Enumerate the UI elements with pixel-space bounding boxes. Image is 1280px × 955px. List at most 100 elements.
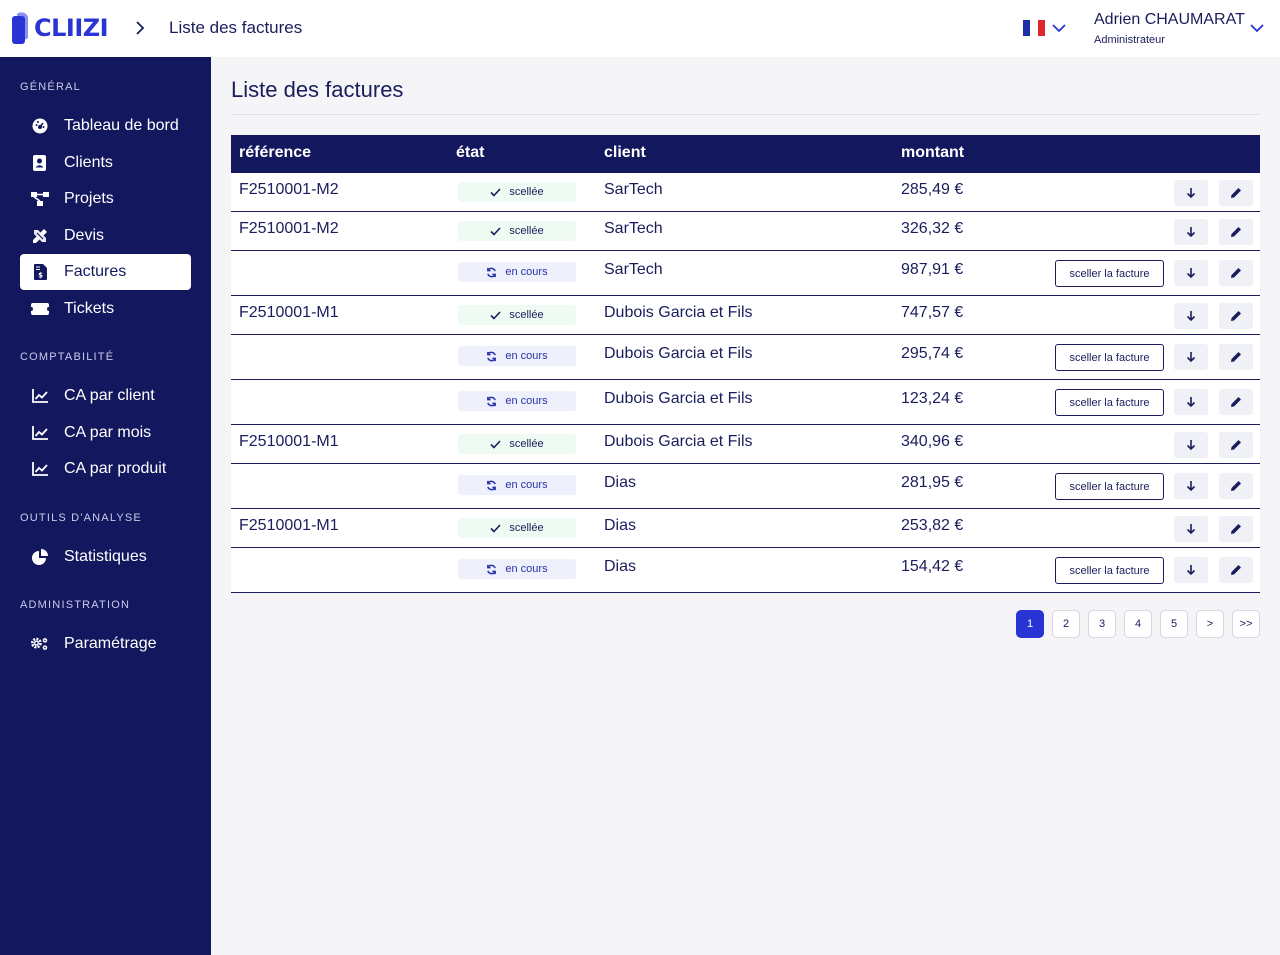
column-header-state[interactable]: état: [456, 144, 485, 161]
top-bar: CLIIZI Liste des factures Adrien CHAUMAR…: [0, 0, 1280, 57]
status-badge: en cours: [458, 346, 576, 366]
sidebar-item-label: CA par produit: [64, 460, 167, 477]
edit-button[interactable]: [1219, 260, 1253, 286]
download-button[interactable]: [1174, 516, 1208, 542]
page-button[interactable]: 3: [1088, 610, 1116, 638]
table-row[interactable]: F2510001-M1 scellée Dubois Garcia et Fils 3…: [231, 425, 1260, 464]
column-header-reference[interactable]: référence: [239, 144, 312, 161]
download-button[interactable]: [1174, 260, 1208, 286]
pencil-icon: [1231, 352, 1241, 362]
sidebar-item-ca-par-client[interactable]: CA par client: [20, 378, 191, 414]
cell-client: Dias: [604, 474, 637, 491]
app-logo[interactable]: CLIIZI: [12, 10, 109, 44]
check-icon: [490, 439, 501, 449]
seal-invoice-button[interactable]: sceller la facture: [1055, 344, 1164, 371]
sidebar-item-statistiques[interactable]: Statistiques: [20, 539, 191, 575]
download-arrow-icon: [1186, 227, 1196, 238]
download-button[interactable]: [1174, 473, 1208, 499]
sidebar-item-label: Tickets: [64, 300, 115, 317]
cell-amount: 253,82 €: [901, 517, 964, 534]
download-button[interactable]: [1174, 432, 1208, 458]
page-button[interactable]: 5: [1160, 610, 1188, 638]
page-button[interactable]: >: [1196, 610, 1224, 638]
status-label: en cours: [505, 266, 548, 278]
sidebar-item-ca-par-produit[interactable]: CA par produit: [20, 451, 191, 487]
edit-button[interactable]: [1219, 180, 1253, 206]
download-button[interactable]: [1174, 303, 1208, 329]
sidebar-item-label: Clients: [64, 154, 113, 171]
edit-button[interactable]: [1219, 473, 1253, 499]
edit-button[interactable]: [1219, 516, 1253, 542]
status-label: scellée: [509, 438, 544, 450]
download-arrow-icon: [1186, 352, 1196, 363]
page-button[interactable]: 2: [1052, 610, 1080, 638]
check-icon: [490, 187, 501, 197]
table-header: référence état client montant: [231, 135, 1260, 173]
project-diagram-icon: [31, 190, 49, 208]
pencil-icon: [1231, 227, 1241, 237]
user-menu-chevron-down-icon[interactable]: [1249, 21, 1265, 35]
column-header-amount[interactable]: montant: [901, 144, 965, 161]
seal-invoice-button[interactable]: sceller la facture: [1055, 260, 1164, 287]
sidebar-item-clients[interactable]: Clients: [20, 145, 191, 181]
cell-client: SarTech: [604, 261, 663, 278]
sidebar-section-outils: OUTILS D'ANALYSE: [20, 512, 142, 524]
download-button[interactable]: [1174, 557, 1208, 583]
seal-invoice-button[interactable]: sceller la facture: [1055, 389, 1164, 416]
edit-button[interactable]: [1219, 344, 1253, 370]
table-row[interactable]: en cours SarTech 987,91 € sceller la factur…: [231, 251, 1260, 296]
table-row[interactable]: en cours Dubois Garcia et Fils 295,74 € sce…: [231, 335, 1260, 380]
edit-button[interactable]: [1219, 432, 1253, 458]
table-row[interactable]: F2510001-M1 scellée Dias 253,82 €: [231, 509, 1260, 548]
check-icon: [490, 226, 501, 236]
download-arrow-icon: [1186, 268, 1196, 279]
pie-chart-icon: [31, 548, 49, 566]
sidebar-item-label: Statistiques: [64, 548, 147, 565]
column-header-client[interactable]: client: [604, 144, 646, 161]
seal-invoice-button[interactable]: sceller la facture: [1055, 473, 1164, 500]
status-badge: scellée: [458, 305, 576, 325]
table-row[interactable]: F2510001-M2 scellée SarTech 285,49 €: [231, 173, 1260, 212]
table-row[interactable]: en cours Dubois Garcia et Fils 123,24 € sce…: [231, 380, 1260, 425]
sync-icon: [487, 480, 497, 490]
logo-text: CLIIZI: [34, 14, 109, 42]
download-button[interactable]: [1174, 180, 1208, 206]
sidebar-item-label: CA par client: [64, 387, 155, 404]
invoice-table: référence état client montant F2510001-M…: [231, 135, 1260, 593]
edit-button[interactable]: [1219, 557, 1253, 583]
sync-icon: [487, 351, 497, 361]
page-button[interactable]: >>: [1232, 610, 1260, 638]
sidebar-item-tickets[interactable]: Tickets: [20, 291, 191, 327]
sidebar-item-projets[interactable]: Projets: [20, 181, 191, 217]
sidebar-item-ca-par-mois[interactable]: CA par mois: [20, 415, 191, 451]
edit-button[interactable]: [1219, 303, 1253, 329]
cell-amount: 747,57 €: [901, 304, 964, 321]
download-button[interactable]: [1174, 389, 1208, 415]
table-row[interactable]: en cours Dias 154,42 € sceller la facture: [231, 548, 1260, 593]
language-chevron-down-icon[interactable]: [1051, 21, 1067, 35]
divider: [231, 114, 1260, 115]
download-arrow-icon: [1186, 524, 1196, 535]
table-row[interactable]: en cours Dias 281,95 € sceller la facture: [231, 464, 1260, 509]
download-button[interactable]: [1174, 219, 1208, 245]
cell-amount: 295,74 €: [901, 345, 964, 362]
download-arrow-icon: [1186, 311, 1196, 322]
table-row[interactable]: F2510001-M1 scellée Dubois Garcia et Fils 7…: [231, 296, 1260, 335]
sidebar-item-parametrage[interactable]: Paramétrage: [20, 626, 191, 662]
sidebar-item-label: Paramétrage: [64, 635, 157, 652]
seal-invoice-button[interactable]: sceller la facture: [1055, 557, 1164, 584]
status-label: scellée: [509, 225, 544, 237]
sidebar-item-devis[interactable]: Devis: [20, 218, 191, 254]
user-name[interactable]: Adrien CHAUMARAT: [1094, 11, 1245, 28]
download-button[interactable]: [1174, 344, 1208, 370]
french-flag-icon[interactable]: [1023, 20, 1045, 36]
sidebar: GÉNÉRAL Tableau de bord Clients Projets …: [0, 57, 211, 955]
pencil-ruler-icon: [31, 227, 49, 245]
sidebar-item-dashboard[interactable]: Tableau de bord: [20, 108, 191, 144]
edit-button[interactable]: [1219, 389, 1253, 415]
sidebar-item-factures[interactable]: $ Factures: [20, 254, 191, 290]
page-button[interactable]: 1: [1016, 610, 1044, 638]
edit-button[interactable]: [1219, 219, 1253, 245]
table-row[interactable]: F2510001-M2 scellée SarTech 326,32 €: [231, 212, 1260, 251]
page-button[interactable]: 4: [1124, 610, 1152, 638]
